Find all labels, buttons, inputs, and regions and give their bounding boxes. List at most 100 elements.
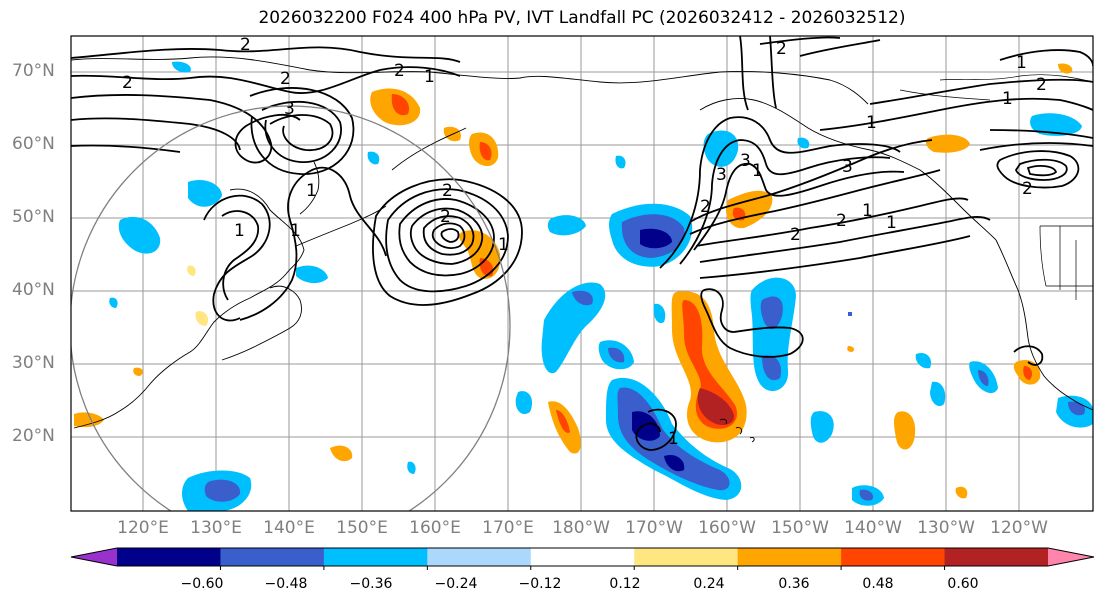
contour-line [693,162,905,251]
contour-label: 1 [866,113,877,133]
contour-line [819,97,1093,131]
contour-label: 2 [122,73,133,93]
longitude-label: 140°E [263,518,315,538]
contour-line [635,408,677,451]
colorbar-swatch [530,548,635,566]
contour-label: 1 [498,235,509,255]
contour-line [689,169,941,235]
contour-label: 3 [284,99,295,119]
contour-line [203,194,271,322]
contour-line [869,78,1093,105]
map-layers [71,36,1093,511]
contour-label: 2 [240,35,251,55]
contour-line [759,36,881,57]
longitude-label: 170°W [625,518,683,538]
contour-line [659,116,901,269]
longitude-label: 160°W [698,518,756,538]
contour-label: 2 [776,39,787,59]
contour-label: 1 [306,181,317,201]
latitude-label: 40°N [12,280,55,300]
contour-label-group: 2 2 2 1 2 3 1 1 1 2 2 1 2 1 3 2 3 1 3 2 … [122,35,1047,449]
colorbar-tick-label: −0.12 [518,576,562,592]
colorbar-swatch [737,548,842,566]
alaska-canada-coast [699,98,997,241]
japan [221,285,302,361]
contour-line [699,235,971,279]
contour-label: 1 [886,213,897,233]
colorbar-tick-label: −0.60 [180,576,224,592]
colorbar-extend-min [71,548,117,566]
contour-label: 2 [440,207,451,227]
colorbar-tick-label: 0.48 [862,576,894,592]
colorbar-swatch [117,548,221,566]
contour-label: 1 [424,67,435,87]
contour-label: 2 [442,181,453,201]
us-borders [1039,225,1093,300]
latitude-label: 70°N [12,61,55,81]
contour-label: 2 [1022,179,1033,199]
contour-label: 2 [700,197,711,217]
colorbar-swatch [841,548,946,566]
arctic-coast [71,56,869,105]
contour-label: 1 [1016,53,1027,73]
colorbar-swatch [634,548,739,566]
contour-line [440,228,460,243]
contour-line [679,139,891,265]
contour-line [979,129,1093,151]
latitude-label: 60°N [12,134,55,154]
negative-anomaly-fills [109,61,1093,511]
colorbar-swatch [427,548,532,566]
kuril-chain [295,205,387,247]
contour-label: 1 [862,201,873,221]
contour-line [699,216,991,263]
contour-label: 1 [234,221,245,241]
colorbar-outline [70,547,1095,567]
contour-line [261,100,342,163]
contour-line [999,49,1093,67]
graticule [71,36,1093,511]
latitude-label: 50°N [12,207,55,227]
colorbar-extend-max [1048,548,1094,566]
longitude-label: 120°W [990,518,1048,538]
contour-line [239,166,387,321]
contour-label: 1 [752,161,763,181]
colorbar-swatch [220,548,325,566]
longitude-label: 120°E [117,518,169,538]
contour-line [1015,158,1068,181]
contour-line [71,117,241,151]
map-frame [70,35,1094,512]
contour-line [700,288,804,358]
contour-label: 1 [668,429,679,449]
colorbar-tick-label: 0.60 [947,576,979,592]
colorbar-tick-label: 0.24 [693,576,725,592]
longitude-label: 130°W [917,518,975,538]
longitude-label: 130°E [190,518,242,538]
contour-line [71,46,461,63]
hawaii-islands [719,418,755,443]
contour-label: 3 [716,165,727,185]
contour-line [409,207,484,265]
coastlines [71,56,1093,443]
contour-line [1026,165,1058,177]
contour-line [71,66,461,94]
contour-label: 2 [394,61,405,81]
latitude-label: 30°N [12,353,55,373]
longitude-label: 150°W [771,518,829,538]
range-circle [71,105,511,511]
contour-line [221,210,259,301]
contour-line [695,197,969,247]
north-america-west-coast [995,239,1093,411]
latitude-label: 20°N [12,426,55,446]
contour-line [269,114,334,151]
colorbar-tick-label: −0.24 [434,576,478,592]
plot-title: 2026032200 F024 400 hPa PV, IVT Landfall… [258,8,906,28]
contour-line [996,150,1080,189]
contour-line [422,215,475,256]
contour-line [1013,345,1044,366]
contour-label: 2 [790,225,801,245]
longitude-label: 150°E [336,518,388,538]
longitude-label: 170°E [482,518,534,538]
longitude-label: 140°W [844,518,902,538]
contour-line [71,94,301,164]
